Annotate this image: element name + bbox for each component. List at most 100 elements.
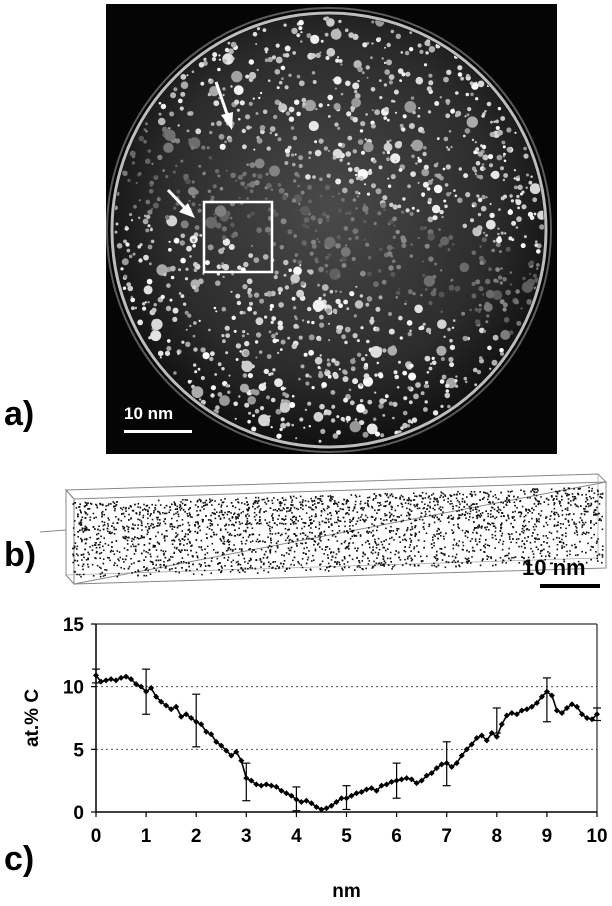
speckle: [336, 274, 341, 278]
atom-dot: [420, 495, 422, 497]
atom-dot: [99, 541, 102, 543]
atom-dot: [452, 518, 454, 520]
atom-dot: [245, 523, 247, 526]
atom-dot: [245, 530, 247, 533]
atom-dot: [107, 544, 110, 546]
speckle: [239, 100, 245, 106]
speckle: [166, 283, 171, 288]
atom-dot: [192, 555, 194, 558]
speckle: [338, 368, 341, 371]
atom-dot: [569, 553, 571, 556]
speckle: [191, 180, 195, 184]
speckle: [270, 320, 274, 324]
speckle: [285, 152, 290, 157]
atom-dot: [248, 534, 251, 536]
atom-dot: [585, 510, 588, 513]
atom-dot: [450, 500, 452, 502]
atom-dot: [81, 516, 84, 518]
atom-dot: [318, 523, 321, 526]
atom-dot: [284, 528, 287, 530]
atom-dot: [305, 512, 308, 514]
data-point: [138, 683, 145, 690]
atom-dot: [528, 529, 530, 531]
atom-dot: [395, 550, 397, 552]
atom-dot: [289, 495, 292, 498]
speckle: [374, 431, 381, 437]
speckle: [246, 278, 253, 285]
data-point: [268, 782, 275, 789]
atom-dot: [477, 514, 479, 516]
speckle: [506, 147, 512, 153]
speckle: [390, 174, 396, 180]
data-point: [303, 797, 310, 804]
atom-dot: [244, 571, 246, 573]
atom-dot: [163, 553, 165, 556]
speckle: [191, 70, 195, 73]
speckle: [460, 76, 464, 81]
atom-dot: [137, 574, 139, 577]
atom-dot: [242, 554, 244, 556]
atom-dot: [84, 525, 87, 528]
speckle: [202, 352, 210, 360]
atom-dot: [164, 550, 167, 553]
atom-dot: [220, 499, 222, 501]
atom-dot: [115, 516, 117, 518]
atom-dot: [562, 523, 564, 525]
speckle: [476, 369, 482, 375]
atom-dot: [371, 552, 374, 555]
speckle: [246, 183, 251, 187]
atom-dot: [341, 503, 344, 505]
speckle: [387, 251, 393, 257]
atom-dot: [103, 537, 105, 539]
atom-dot: [98, 525, 100, 528]
atom-dot: [561, 509, 564, 512]
atom-dot: [585, 533, 587, 535]
speckle: [394, 111, 398, 114]
atom-dot: [324, 549, 327, 551]
atom-dot: [202, 502, 205, 504]
speckle: [147, 244, 153, 250]
speckle: [301, 97, 307, 103]
speckle: [404, 50, 410, 56]
atom-dot: [347, 506, 349, 509]
atom-dot: [204, 504, 207, 506]
atom-dot: [115, 540, 118, 542]
atom-dot: [100, 535, 102, 538]
speckle: [447, 404, 451, 409]
speckle: [455, 91, 459, 95]
atom-dot: [452, 544, 455, 546]
atom-dot: [377, 552, 380, 554]
atom-dot: [469, 516, 471, 518]
atom-dot: [452, 547, 455, 550]
atom-dot: [134, 536, 136, 538]
atom-dot: [566, 493, 569, 495]
atom-dot: [397, 528, 400, 530]
speckle: [262, 28, 267, 32]
atom-dot: [455, 505, 458, 507]
speckle: [516, 194, 520, 199]
speckle: [296, 289, 305, 298]
atom-dot: [478, 524, 480, 526]
atom-dot: [227, 541, 230, 543]
atom-dot: [400, 494, 403, 497]
atom-dot: [358, 560, 360, 562]
atom-dot: [582, 531, 584, 534]
atom-dot: [528, 521, 530, 523]
atom-dot: [577, 492, 579, 495]
speckle: [218, 133, 225, 140]
atom-dot: [428, 523, 431, 526]
atom-dot: [318, 521, 321, 524]
atom-dot: [229, 548, 232, 551]
atom-dot: [219, 529, 222, 532]
atom-dot: [359, 534, 362, 536]
atom-dot: [327, 562, 330, 565]
atom-dot: [499, 539, 501, 541]
atom-dot: [336, 503, 339, 505]
speckle: [506, 127, 512, 133]
speckle: [298, 26, 303, 31]
speckle: [527, 211, 533, 217]
atom-dot: [241, 568, 244, 571]
atom-dot: [405, 562, 408, 564]
atom-dot: [255, 559, 257, 561]
atom-dot: [352, 524, 354, 527]
